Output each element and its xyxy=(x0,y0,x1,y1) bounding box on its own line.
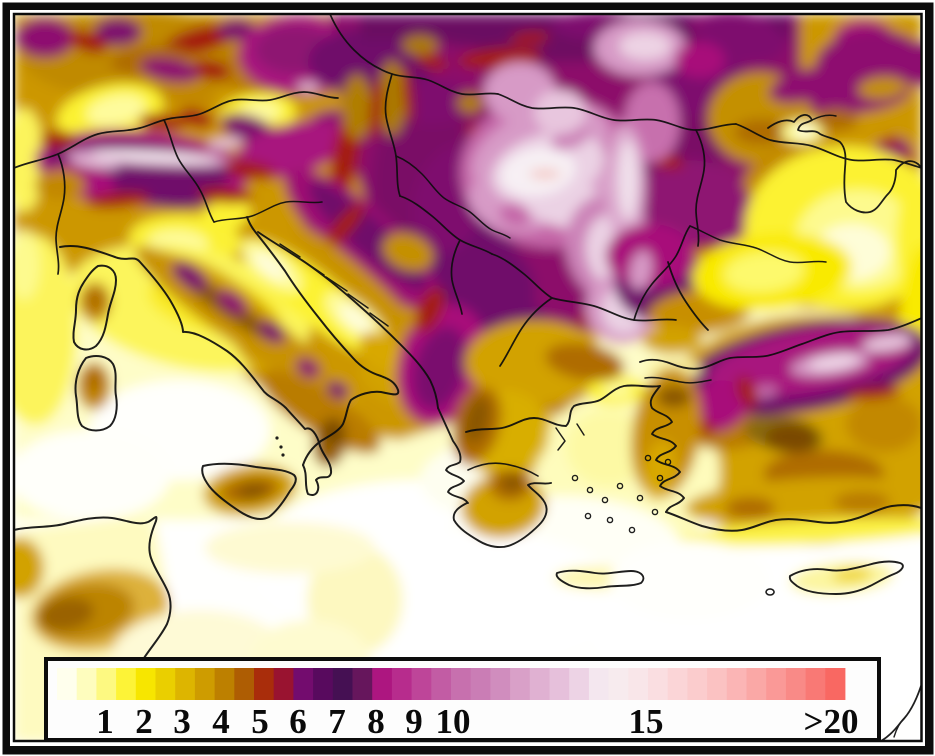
svg-text:5: 5 xyxy=(251,702,269,741)
svg-text:8: 8 xyxy=(367,702,385,741)
svg-text:7: 7 xyxy=(328,702,346,741)
svg-text:>20: >20 xyxy=(804,702,859,741)
svg-text:1: 1 xyxy=(96,702,114,741)
svg-text:3: 3 xyxy=(173,702,191,741)
svg-text:15: 15 xyxy=(629,702,664,741)
svg-text:4: 4 xyxy=(212,702,230,741)
svg-text:10: 10 xyxy=(436,702,471,741)
svg-text:2: 2 xyxy=(135,702,153,741)
svg-text:9: 9 xyxy=(405,702,423,741)
svg-text:6: 6 xyxy=(289,702,307,741)
